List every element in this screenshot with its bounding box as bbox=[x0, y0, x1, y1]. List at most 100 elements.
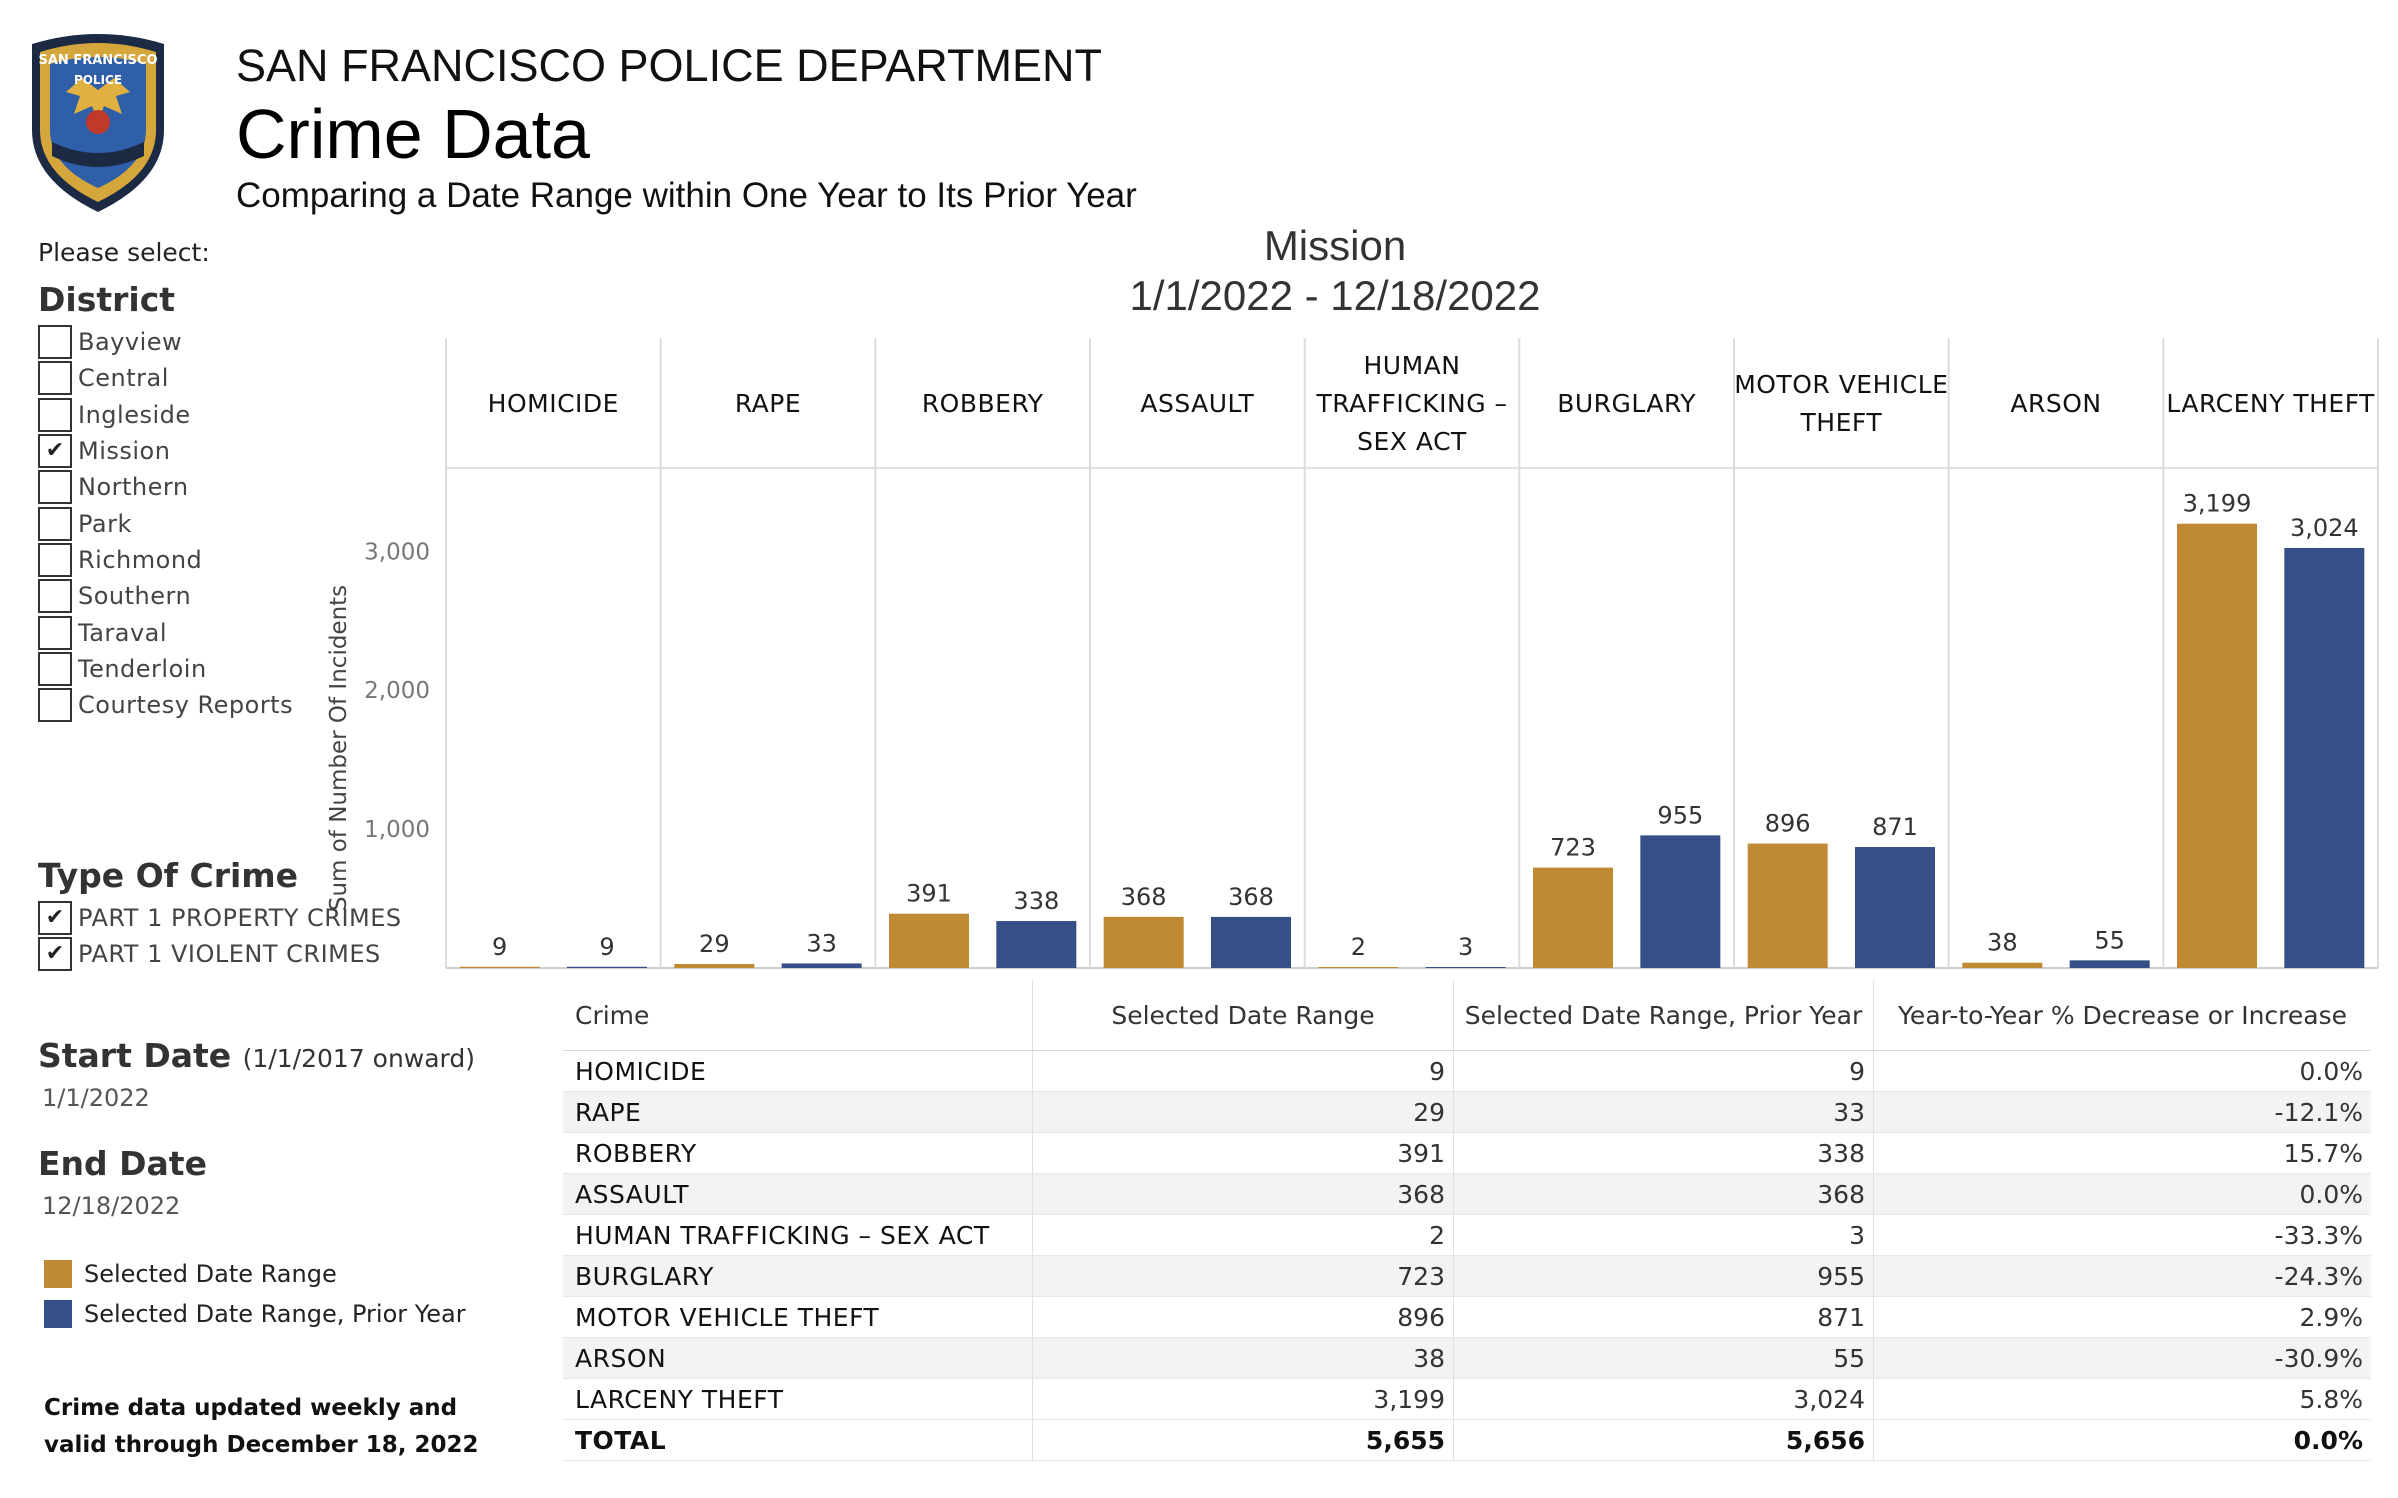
category-header-label: HUMAN bbox=[1364, 351, 1461, 380]
legend-item-prior: Selected Date Range, Prior Year bbox=[44, 1294, 466, 1334]
cell-change: 5.8% bbox=[1873, 1378, 2371, 1420]
district-checkbox-richmond[interactable] bbox=[38, 542, 72, 577]
bar-value-label: 955 bbox=[1657, 801, 1703, 829]
col-header-prior: Selected Date Range, Prior Year bbox=[1453, 980, 1874, 1051]
cell-change: -30.9% bbox=[1873, 1337, 2371, 1379]
legend-swatch-prior bbox=[44, 1300, 72, 1328]
bar-value-label: 29 bbox=[699, 930, 730, 958]
cell-prior: 955 bbox=[1453, 1255, 1874, 1297]
start-date-title: Start Date (1/1/2017 onward) bbox=[38, 1036, 475, 1075]
category-header-label: TRAFFICKING – bbox=[1315, 389, 1507, 418]
cell-change: -24.3% bbox=[1873, 1255, 2371, 1297]
cell-change: 2.9% bbox=[1873, 1296, 2371, 1338]
crime-type-label-part-1-property-crimes: PART 1 PROPERTY CRIMES bbox=[78, 904, 402, 933]
bar-prior bbox=[781, 963, 862, 968]
district-option-courtesy-reports[interactable]: Courtesy Reports bbox=[38, 687, 293, 723]
cell-change: 0.0% bbox=[1873, 1050, 2371, 1092]
bar-prior bbox=[1640, 835, 1721, 968]
cell-selected: 368 bbox=[1032, 1173, 1454, 1215]
table-body: HOMICIDE 9 9 0.0% RAPE 29 33 -12.1% ROBBERY 391 33… bbox=[563, 1050, 2371, 1461]
bar-value-label: 38 bbox=[1987, 929, 2018, 957]
district-option-richmond[interactable]: Richmond bbox=[38, 542, 293, 578]
start-date-input[interactable]: 1/1/2022 bbox=[42, 1084, 150, 1112]
bar-value-label: 338 bbox=[1013, 887, 1059, 915]
bar-prior bbox=[2069, 960, 2150, 968]
district-option-mission[interactable]: ✔ Mission bbox=[38, 433, 293, 469]
district-checkbox-southern[interactable] bbox=[38, 579, 72, 614]
total-prior: 5,656 bbox=[1453, 1419, 1874, 1461]
table-row: ARSON 38 55 -30.9% bbox=[563, 1337, 2371, 1379]
table-row: ROBBERY 391 338 15.7% bbox=[563, 1132, 2371, 1174]
district-option-park[interactable]: Park bbox=[38, 505, 293, 541]
category-header-label: ARSON bbox=[2010, 389, 2101, 418]
table-row: LARCENY THEFT 3,199 3,024 5.8% bbox=[563, 1378, 2371, 1420]
category-header-label: LARCENY THEFT bbox=[2166, 389, 2375, 418]
cell-change: -33.3% bbox=[1873, 1214, 2371, 1256]
district-filter-list: Bayview Central Ingleside ✔ Mission Northern P… bbox=[38, 324, 293, 723]
district-checkbox-tenderloin[interactable] bbox=[38, 651, 72, 686]
crime-type-filter-title: Type Of Crime bbox=[38, 856, 299, 895]
district-checkbox-park[interactable] bbox=[38, 506, 72, 541]
data-updated-note: Crime data updated weekly and valid thro… bbox=[44, 1390, 479, 1464]
crime-type-option-part-1-property-crimes[interactable]: ✔ PART 1 PROPERTY CRIMES bbox=[38, 900, 402, 936]
district-label-courtesy-reports: Courtesy Reports bbox=[78, 691, 294, 720]
district-option-taraval[interactable]: Taraval bbox=[38, 614, 293, 650]
department-name: SAN FRANCISCO POLICE DEPARTMENT bbox=[236, 40, 1102, 91]
bar-prior bbox=[567, 966, 647, 968]
crime-type-option-part-1-violent-crimes[interactable]: ✔ PART 1 VIOLENT CRIMES bbox=[38, 936, 402, 972]
total-label: TOTAL bbox=[563, 1419, 1033, 1461]
district-checkbox-taraval[interactable] bbox=[38, 615, 72, 650]
district-checkbox-mission[interactable]: ✔ bbox=[38, 434, 72, 469]
district-label-park: Park bbox=[78, 509, 132, 538]
district-label-taraval: Taraval bbox=[78, 618, 168, 647]
category-header-label: ASSAULT bbox=[1140, 389, 1254, 418]
bar-value-label: 3,199 bbox=[2183, 490, 2252, 518]
end-date-title: End Date bbox=[38, 1144, 207, 1183]
cell-selected: 38 bbox=[1032, 1337, 1454, 1379]
district-checkbox-central[interactable] bbox=[38, 361, 72, 396]
district-label-bayview: Bayview bbox=[78, 328, 183, 357]
bar-selected bbox=[459, 966, 540, 968]
bar-selected bbox=[1747, 843, 1828, 968]
cell-change: 15.7% bbox=[1873, 1132, 2371, 1174]
crime-type-checkbox-part-1-violent-crimes[interactable]: ✔ bbox=[38, 937, 72, 972]
district-checkbox-bayview[interactable] bbox=[38, 325, 72, 360]
district-checkbox-northern[interactable] bbox=[38, 470, 72, 505]
table-row: ASSAULT 368 368 0.0% bbox=[563, 1173, 2371, 1215]
cell-selected: 2 bbox=[1032, 1214, 1454, 1256]
category-header-label: RAPE bbox=[735, 389, 801, 418]
district-option-southern[interactable]: Southern bbox=[38, 578, 293, 614]
end-date-input[interactable]: 12/18/2022 bbox=[42, 1192, 181, 1220]
total-change: 0.0% bbox=[1873, 1419, 2371, 1461]
badge-middle-text: POLICE bbox=[74, 73, 122, 87]
district-option-northern[interactable]: Northern bbox=[38, 469, 293, 505]
district-label-southern: Southern bbox=[78, 582, 192, 611]
district-checkbox-ingleside[interactable] bbox=[38, 397, 72, 432]
bar-value-label: 368 bbox=[1228, 883, 1274, 911]
cell-prior: 871 bbox=[1453, 1296, 1874, 1338]
page-subtitle: Comparing a Date Range within One Year t… bbox=[236, 176, 1137, 215]
cell-prior: 33 bbox=[1453, 1091, 1874, 1133]
district-option-bayview[interactable]: Bayview bbox=[38, 324, 293, 360]
cell-crime: HUMAN TRAFFICKING – SEX ACT bbox=[563, 1214, 1033, 1256]
table-total-row: TOTAL 5,655 5,656 0.0% bbox=[563, 1419, 2371, 1461]
district-option-ingleside[interactable]: Ingleside bbox=[38, 397, 293, 433]
cell-prior: 9 bbox=[1453, 1050, 1874, 1092]
cell-crime: ROBBERY bbox=[563, 1132, 1033, 1174]
bar-prior bbox=[1211, 916, 1291, 968]
district-option-tenderloin[interactable]: Tenderloin bbox=[38, 651, 293, 687]
category-header-label: BURGLARY bbox=[1557, 389, 1696, 418]
bar-prior bbox=[996, 921, 1077, 968]
bar-value-label: 9 bbox=[492, 933, 507, 961]
bar-selected bbox=[1533, 867, 1613, 968]
col-header-crime: Crime bbox=[563, 980, 1033, 1051]
district-checkbox-courtesy-reports[interactable] bbox=[38, 688, 72, 723]
col-header-change: Year-to-Year % Decrease or Increase bbox=[1873, 980, 2371, 1051]
bar-value-label: 55 bbox=[2094, 926, 2125, 954]
bar-value-label: 2 bbox=[1351, 933, 1366, 961]
crime-type-checkbox-part-1-property-crimes[interactable]: ✔ bbox=[38, 901, 72, 936]
bar-selected bbox=[1962, 962, 2043, 968]
bar-value-label: 368 bbox=[1121, 883, 1167, 911]
district-label-tenderloin: Tenderloin bbox=[78, 654, 207, 683]
district-option-central[interactable]: Central bbox=[38, 360, 293, 396]
